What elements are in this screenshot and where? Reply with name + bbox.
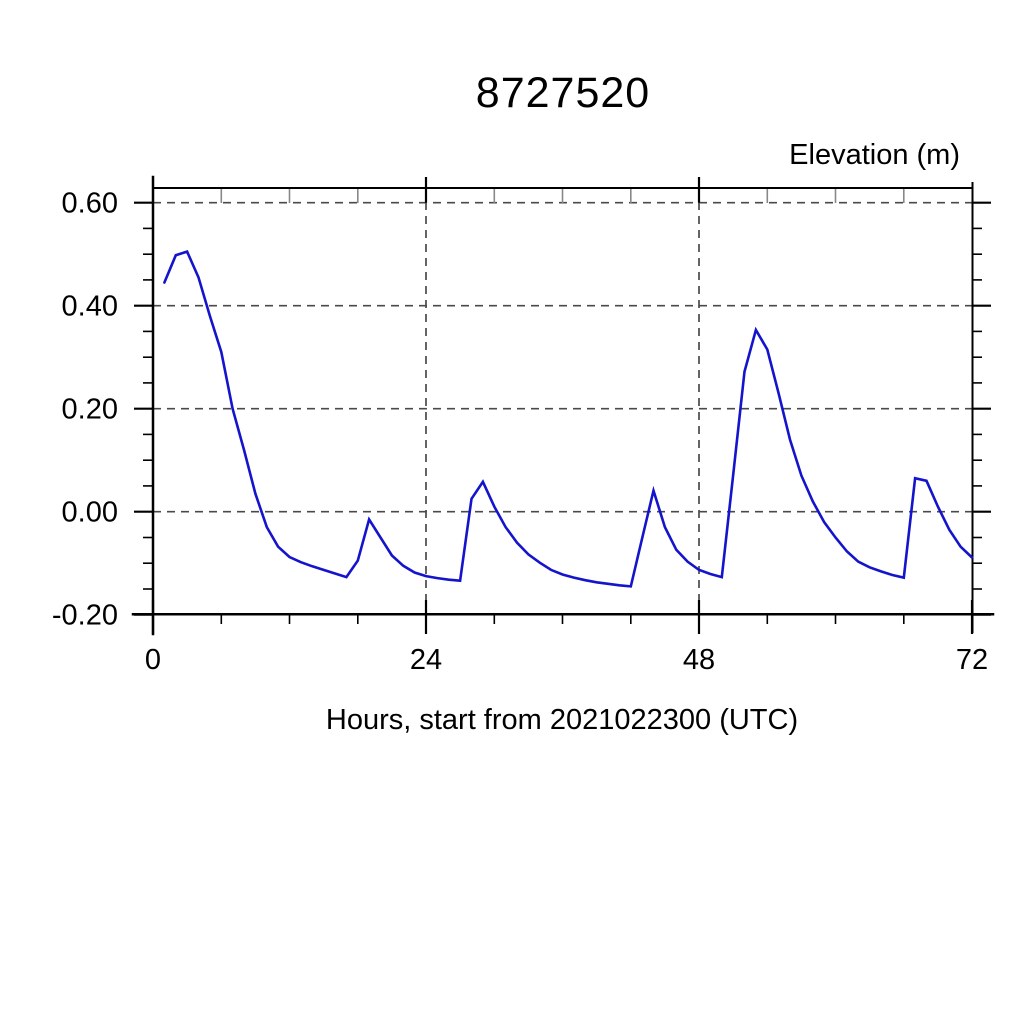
axis-ticks xyxy=(134,177,991,634)
y-tick-label: 0.40 xyxy=(62,291,118,323)
elevation-line xyxy=(163,250,974,588)
x-axis-label: Hours, start from 2021022300 (UTC) xyxy=(326,704,798,736)
elevation-series xyxy=(163,250,974,588)
y-tick-label: 0.00 xyxy=(62,497,118,529)
y-tick-labels: 0.60 0.40 0.20 0.00 -0.20 xyxy=(52,188,118,632)
x-tick-label: 24 xyxy=(410,644,442,676)
y-tick-label: -0.20 xyxy=(52,600,118,632)
x-tick-label: 48 xyxy=(683,644,715,676)
y-tick-label: 0.60 xyxy=(62,188,118,220)
y-tick-label: 0.20 xyxy=(62,394,118,426)
x-tick-label: 0 xyxy=(145,644,161,676)
chart-title: 8727520 xyxy=(476,69,650,117)
grid-lines xyxy=(153,188,973,616)
elevation-units-label: Elevation (m) xyxy=(789,139,960,171)
x-tick-labels: 0 24 48 72 xyxy=(145,644,988,676)
x-tick-label: 72 xyxy=(956,644,988,676)
